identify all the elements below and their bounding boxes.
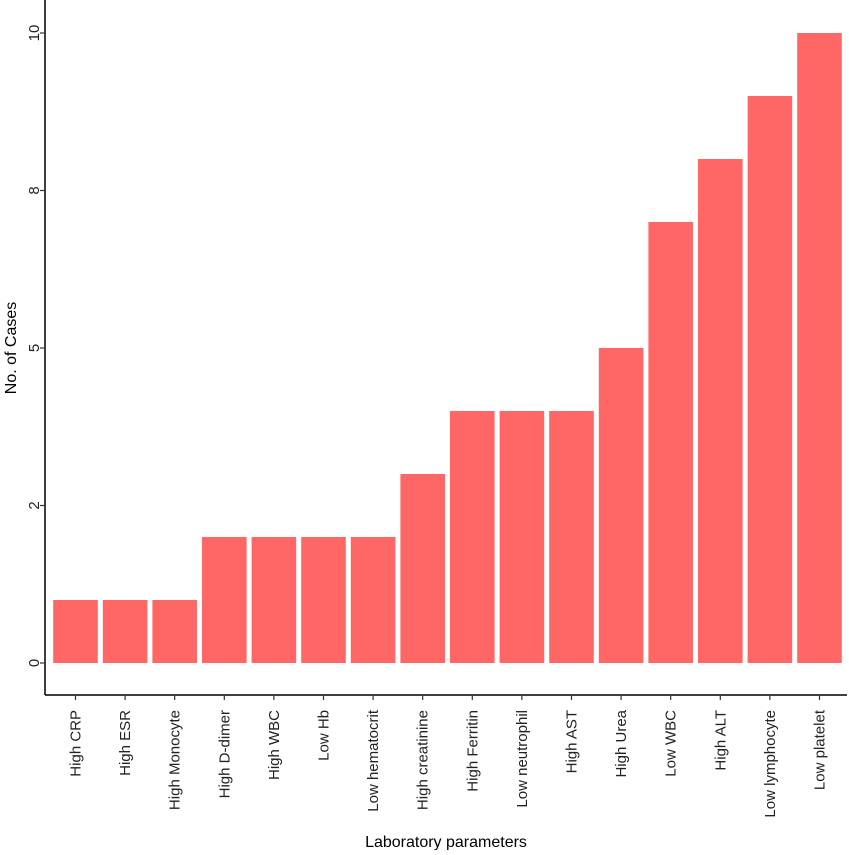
x-tick-label-9: Low neutrophil	[514, 710, 531, 808]
x-axis: High CRP High ESR High Monocyte High D-dime…	[45, 694, 847, 818]
x-tick-label-13: High ALT	[712, 710, 729, 771]
x-tick-label-6: Low hematocrit	[365, 709, 382, 812]
bar-8	[450, 411, 495, 663]
y-tick-label-3: 8	[26, 186, 43, 194]
x-tick-label-12: Low WBC	[663, 710, 680, 777]
bar-6	[350, 537, 396, 663]
x-axis-title: Laboratory parameters	[365, 834, 527, 850]
x-tick-label-7: High creatinine	[415, 710, 432, 810]
x-tick-label-15: Low platelet	[812, 709, 829, 790]
bar-0	[53, 600, 98, 663]
x-tick-label-2: High Monocyte	[167, 710, 184, 810]
bar-14	[747, 96, 793, 663]
x-tick-label-11: High Urea	[613, 709, 630, 777]
bar-5	[301, 537, 346, 663]
bar-15	[797, 33, 842, 663]
bar-13	[698, 159, 743, 663]
y-tick-label-4: 10	[26, 25, 43, 42]
y-tick-label-2: 5	[26, 344, 43, 352]
bars-group	[53, 33, 842, 663]
x-tick-label-10: High AST	[564, 710, 581, 773]
y-tick-label-0: 0	[26, 659, 43, 667]
bar-3	[202, 537, 247, 663]
x-tick-label-3: High D-dimer	[216, 710, 233, 798]
y-axis-title: No. of Cases	[3, 302, 20, 394]
bar-7	[400, 474, 445, 663]
x-tick-label-4: High WBC	[266, 710, 283, 780]
bar-1	[102, 600, 148, 663]
x-tick-label-5: Low Hb	[316, 710, 333, 761]
bar-2	[152, 600, 197, 663]
bar-10	[549, 411, 594, 663]
x-tick-label-0: High CRP	[68, 710, 85, 777]
bar-11	[598, 348, 644, 663]
x-tick-label-1: High ESR	[117, 710, 134, 776]
y-tick-label-1: 2	[26, 501, 43, 509]
x-tick-label-14: Low lymphocyte	[762, 710, 779, 818]
bar-4	[251, 537, 297, 663]
bar-9	[499, 411, 545, 663]
x-tick-label-8: High Ferritin	[464, 710, 481, 792]
y-axis: 0 2 5 8 10	[26, 0, 46, 695]
bar-12	[648, 222, 693, 663]
